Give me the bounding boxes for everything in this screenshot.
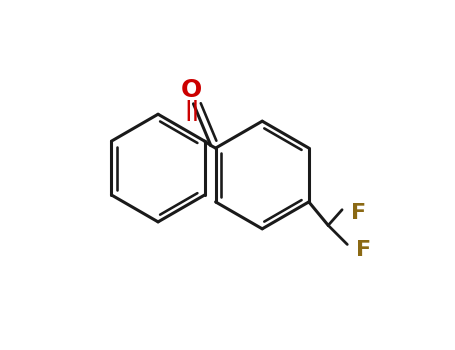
Text: ||: || [184, 100, 199, 121]
Text: F: F [356, 240, 371, 260]
Text: O: O [181, 78, 202, 102]
Text: F: F [351, 203, 366, 223]
